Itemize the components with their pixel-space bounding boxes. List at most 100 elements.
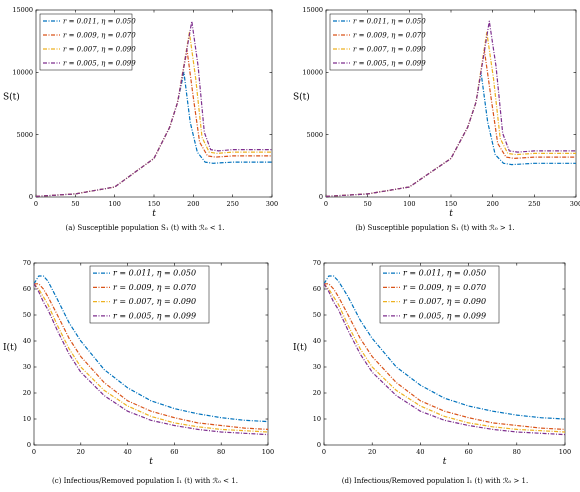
series-line-1 [33, 275, 269, 423]
y-tick-label: 10000 [12, 69, 33, 77]
legend-label: r = 0.009, η = 0.070 [113, 283, 196, 292]
y-tick-label: 70 [23, 259, 31, 267]
series-line-4 [325, 20, 576, 197]
y-tick-label: 15000 [12, 6, 33, 14]
x-tick-label: 60 [464, 448, 472, 456]
y-tick-label: 40 [313, 337, 321, 345]
y-tick-label: 0 [29, 193, 33, 201]
chart-panel-c: 0 20 40 60 80 100 0 10 20 30 40 50 60 70 t I(t) r = 0.01… [3, 259, 274, 467]
series-line-1 [323, 275, 566, 420]
x-tick-label: 250 [528, 200, 540, 208]
y-tick-label: 20 [23, 389, 31, 397]
series-line-4 [33, 283, 269, 436]
y-tick-label: 0 [27, 441, 31, 449]
y-tick-label: 0 [319, 193, 323, 201]
y-tick-label: 5000 [16, 131, 33, 139]
x-tick-label: 20 [77, 448, 85, 456]
x-tick-label: 100 [108, 200, 120, 208]
x-tick-label: 60 [170, 448, 178, 456]
legend-label: r = 0.011, η = 0.050 [63, 18, 136, 26]
x-axis-label: t [152, 209, 156, 219]
legend-label: r = 0.009, η = 0.070 [63, 32, 136, 40]
x-tick-label: 80 [513, 448, 521, 456]
x-tick-label: 40 [123, 448, 131, 456]
series-line-4 [35, 20, 272, 197]
y-tick-label: 20 [313, 389, 321, 397]
legend-box [329, 13, 423, 71]
chart-panel-d: 0 20 40 60 80 100 0 10 20 30 40 50 60 70 t I(t) r = 0.01… [293, 259, 571, 467]
legend-label: r = 0.011, η = 0.050 [403, 269, 486, 278]
x-tick-label: 150 [148, 200, 160, 208]
legend-label: r = 0.011, η = 0.050 [353, 18, 426, 26]
x-tick-label: 0 [34, 200, 38, 208]
x-tick-label: 250 [226, 200, 238, 208]
legend-label: r = 0.005, η = 0.099 [353, 60, 426, 68]
legend-label: r = 0.007, η = 0.090 [63, 46, 136, 54]
y-tick-label: 30 [23, 363, 31, 371]
x-tick-label: 300 [266, 200, 278, 208]
y-tick-label: 10 [313, 415, 321, 423]
series-line-4 [323, 283, 566, 436]
y-axis-label: I(t) [293, 342, 307, 353]
x-axis-label: t [443, 457, 447, 467]
series-line-2 [35, 49, 272, 197]
x-tick-label: 0 [32, 448, 36, 456]
y-tick-label: 60 [23, 285, 31, 293]
legend-label: r = 0.009, η = 0.070 [353, 32, 426, 40]
x-tick-label: 100 [262, 448, 274, 456]
x-axis-label: t [149, 457, 153, 467]
legend-label: r = 0.009, η = 0.070 [403, 283, 486, 292]
x-axis-label: t [449, 209, 453, 219]
y-tick-label: 10000 [302, 69, 323, 77]
x-tick-label: 200 [486, 200, 498, 208]
series-line-1 [35, 71, 272, 197]
y-tick-label: 10 [23, 415, 31, 423]
y-tick-label: 50 [23, 311, 31, 319]
caption-a: (a) Susceptible population S₁ (t) with ℛ… [65, 224, 225, 232]
legend-box [379, 265, 500, 324]
legend-label: r = 0.007, η = 0.090 [403, 297, 486, 306]
x-tick-label: 200 [187, 200, 199, 208]
legend-label: r = 0.011, η = 0.050 [113, 269, 196, 278]
legend-label: r = 0.005, η = 0.099 [113, 311, 196, 320]
x-tick-label: 20 [368, 448, 376, 456]
legend-label: r = 0.005, η = 0.099 [63, 60, 136, 68]
x-tick-label: 300 [570, 200, 580, 208]
x-tick-label: 50 [71, 200, 79, 208]
y-tick-label: 40 [23, 337, 31, 345]
axes-frame [33, 262, 269, 446]
caption-d: (d) Infectious/Removed population I₁ (t)… [341, 477, 529, 485]
series-line-3 [323, 283, 566, 433]
caption-b: (b) Susceptible population S₁ (t) with ℛ… [355, 224, 515, 232]
chart-panel-a: 0 50 100 150 200 250 300 0 5000 10000 15000 t S(t) r … [3, 6, 278, 219]
legend-label: r = 0.007, η = 0.090 [113, 297, 196, 306]
y-axis-label: S(t) [293, 92, 310, 103]
caption-c: (c) Infectious/Removed population I₁ (t)… [52, 477, 238, 485]
x-tick-label: 100 [403, 200, 415, 208]
chart-panel-b: 0 50 100 150 200 250 300 0 5000 10000 15000 t S(t) r … [293, 6, 580, 219]
series-line-2 [34, 283, 269, 430]
y-axis-label: S(t) [3, 92, 20, 103]
axes-frame [323, 262, 566, 446]
y-tick-label: 15000 [302, 6, 323, 14]
legend-box [39, 13, 133, 71]
y-tick-label: 70 [313, 259, 321, 267]
legend-box [89, 265, 210, 324]
x-tick-label: 0 [322, 448, 326, 456]
x-tick-label: 100 [559, 448, 571, 456]
y-tick-label: 0 [317, 441, 321, 449]
series-line-2 [325, 49, 576, 197]
y-axis-label: I(t) [3, 342, 17, 353]
legend-label: r = 0.005, η = 0.099 [403, 311, 486, 320]
y-tick-label: 60 [313, 285, 321, 293]
y-tick-label: 5000 [306, 131, 323, 139]
legend-label: r = 0.007, η = 0.090 [353, 46, 426, 54]
y-tick-label: 50 [313, 311, 321, 319]
y-tick-label: 30 [313, 363, 321, 371]
x-tick-label: 40 [416, 448, 424, 456]
series-line-3 [33, 283, 269, 433]
x-tick-label: 0 [324, 200, 328, 208]
x-tick-label: 50 [364, 200, 372, 208]
series-line-1 [325, 71, 576, 197]
x-tick-label: 150 [445, 200, 457, 208]
